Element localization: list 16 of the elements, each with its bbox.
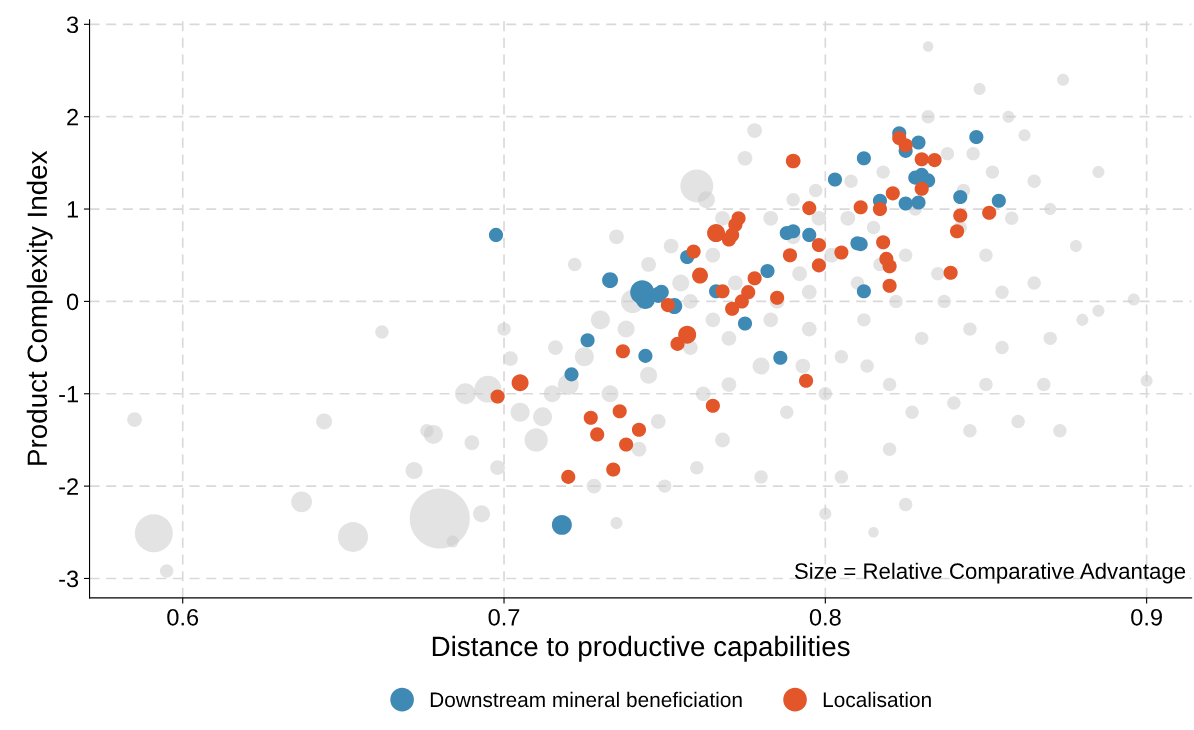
y-tick-label: -1 bbox=[59, 386, 78, 403]
y-tick-label: -3 bbox=[59, 570, 79, 588]
y-tick-label: -2 bbox=[59, 478, 78, 495]
y-tick-label: 1 bbox=[67, 201, 78, 218]
x-axis-title: Distance to productive capabilities bbox=[432, 635, 850, 662]
annotation: Size = Relative Comparative Advantage bbox=[794, 562, 1186, 584]
y-tick-label: 0 bbox=[66, 293, 79, 311]
y-tick-label: 3 bbox=[66, 16, 79, 34]
x-tick-label: 0.9 bbox=[1131, 608, 1162, 626]
x-tick-label: 0.8 bbox=[809, 608, 841, 626]
y-tick-label: 2 bbox=[67, 108, 78, 126]
x-tick-label: 0.6 bbox=[167, 608, 199, 626]
x-tick-label: 0.7 bbox=[488, 608, 520, 626]
y-axis-title: Product Complexity Index bbox=[26, 150, 53, 465]
legend-label: Downstream mineral beneficiation bbox=[430, 691, 742, 708]
legend-label: Localisation bbox=[823, 691, 931, 708]
